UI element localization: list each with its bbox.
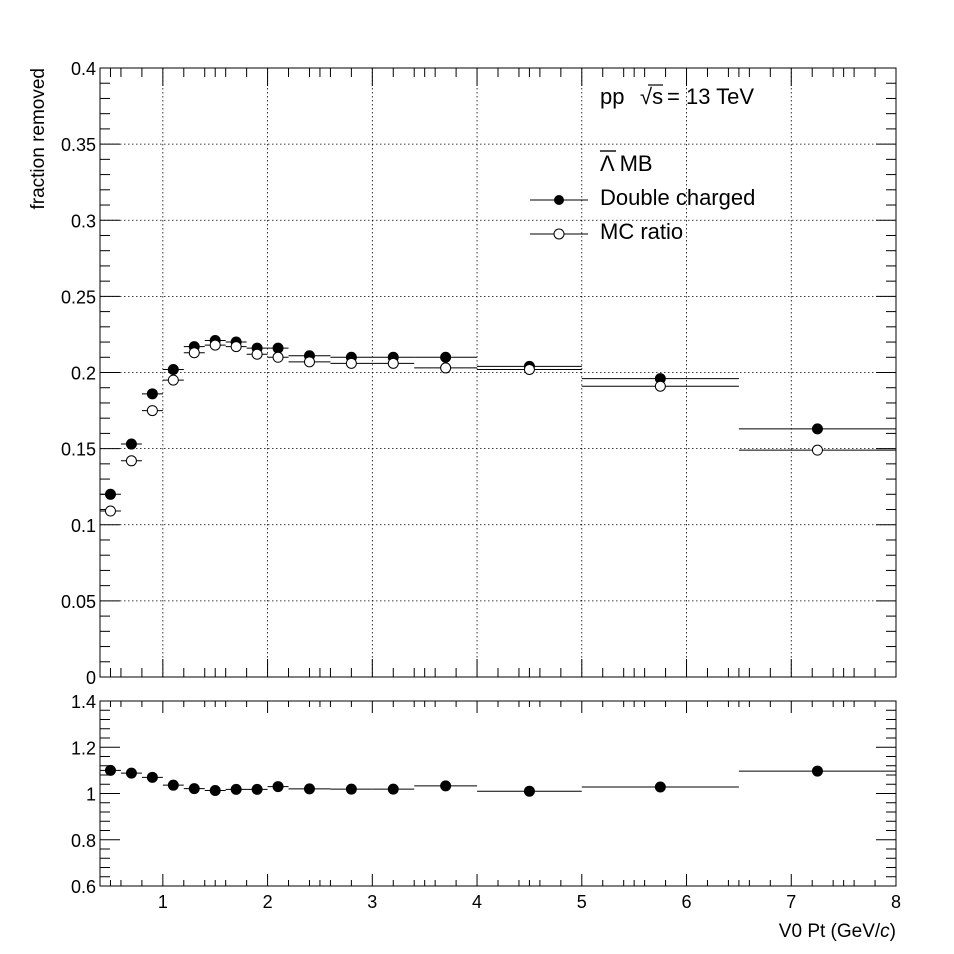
legend-label-double-charged: Double charged (600, 185, 755, 210)
mc-ratio-point (251, 348, 263, 360)
top-plot-frame (99, 67, 897, 678)
top-y-tick-label: 0.4 (71, 59, 96, 79)
sqrt-s-label: √s (640, 84, 663, 109)
ratio-point (345, 783, 357, 795)
ratio-point (125, 767, 137, 779)
legend: Double charged MC ratio (530, 185, 755, 244)
bottom-plot-frame (99, 700, 897, 887)
bottom-x-tick-label: 5 (577, 892, 587, 912)
bottom-y-tick-labels: 0.6 0.8 1 1.2 1.4 (71, 692, 96, 897)
bottom-x-tick-label: 7 (786, 892, 796, 912)
bottom-x-tick-label: 8 (891, 892, 901, 912)
legend-entry-mc-ratio: MC ratio (530, 219, 683, 244)
x-axis-label-main: V0 Pt (GeV/ (779, 921, 881, 942)
mc-ratio-point (272, 351, 284, 363)
bottom-y-tick-label: 1 (86, 785, 96, 805)
top-y-tick-label: 0 (86, 668, 96, 688)
ratio-point (167, 779, 179, 791)
bottom-y-tick-label: 1.4 (71, 692, 96, 712)
particle-annotation: Λ MB (600, 150, 653, 176)
ratio-point (387, 783, 399, 795)
top-data-series (100, 335, 896, 517)
top-grid-lines (100, 68, 896, 677)
ratio-point (104, 764, 116, 776)
ratio-point (811, 765, 823, 777)
bottom-y-tick-label: 0.8 (71, 831, 96, 851)
ratio-point (272, 781, 284, 793)
bottom-data-series (100, 764, 896, 797)
top-y-tick-label: 0.2 (71, 364, 96, 384)
bottom-x-tick-labels: 1 2 3 4 5 6 7 8 (158, 892, 901, 912)
top-y-tick-label: 0.05 (61, 592, 96, 612)
mc-ratio-point (146, 405, 158, 417)
ratio-point (209, 784, 221, 796)
double-charged-point (440, 351, 452, 363)
ratio-point (440, 780, 452, 792)
double-charged-point (272, 342, 284, 354)
mc-ratio-point (125, 455, 137, 467)
top-y-tick-label: 0.25 (61, 287, 96, 307)
mc-ratio-point (188, 347, 200, 359)
mc-ratio-point (167, 374, 179, 386)
ratio-point (523, 785, 535, 797)
bottom-x-tick-label: 4 (472, 892, 482, 912)
mc-ratio-point (345, 357, 357, 369)
double-charged-point (104, 488, 116, 500)
bottom-y-tick-label: 0.6 (71, 877, 96, 897)
bottom-x-tick-label: 1 (158, 892, 168, 912)
ratio-point (303, 783, 315, 795)
mc-ratio-point (303, 356, 315, 368)
bottom-x-tick-label: 2 (263, 892, 273, 912)
mc-ratio-point (440, 362, 452, 374)
mc-ratio-point (811, 444, 823, 456)
mc-ratio-point (230, 341, 242, 353)
legend-marker-mc-ratio (553, 228, 565, 240)
double-charged-point (125, 438, 137, 450)
mc-ratio-point (104, 505, 116, 517)
bottom-x-tick-label: 6 (682, 892, 692, 912)
mc-ratio-point (523, 363, 535, 375)
x-axis-label-unit: c (880, 921, 890, 942)
top-y-tick-label: 0.15 (61, 440, 96, 460)
top-y-axis-label: fraction removed (28, 68, 49, 210)
top-y-tick-labels: 0 0.05 0.1 0.15 0.2 0.25 0.3 0.35 0.4 (61, 59, 96, 688)
energy-label: = 13 TeV (667, 84, 754, 109)
mc-ratio-point (387, 357, 399, 369)
top-y-tick-label: 0.3 (71, 211, 96, 231)
bottom-axis-ticks (100, 700, 897, 887)
mc-ratio-point (209, 339, 221, 351)
double-charged-point (167, 363, 179, 375)
bottom-y-tick-label: 1.2 (71, 738, 96, 758)
legend-label-mc-ratio: MC ratio (600, 219, 683, 244)
ratio-point (146, 771, 158, 783)
ratio-point (188, 783, 200, 795)
system-label: pp (600, 84, 624, 109)
ratio-point (654, 781, 666, 793)
top-y-tick-label: 0.35 (61, 135, 96, 155)
legend-marker-double-charged (554, 195, 564, 205)
double-charged-point (146, 388, 158, 400)
mc-ratio-point (654, 380, 666, 392)
collision-annotation: pp √s = 13 TeV (600, 84, 754, 109)
double-charged-point (811, 423, 823, 435)
ratio-point (230, 783, 242, 795)
ratio-point (251, 783, 263, 795)
top-y-tick-label: 0.1 (71, 516, 96, 536)
particle-label: Λ MB (600, 151, 653, 176)
x-axis-label: V0 Pt (GeV/c) (779, 921, 896, 942)
bottom-x-tick-label: 3 (367, 892, 377, 912)
legend-entry-double-charged: Double charged (530, 185, 755, 210)
x-axis-label-close: ) (890, 921, 896, 942)
